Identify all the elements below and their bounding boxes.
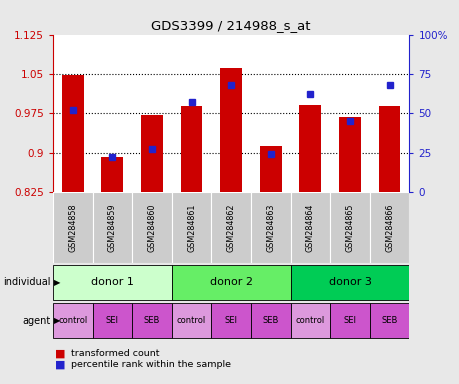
Bar (378, 106, 400, 192)
Text: control: control (177, 316, 206, 325)
Text: donor 3: donor 3 (328, 277, 370, 287)
Bar (101, 157, 123, 192)
Bar (299, 106, 320, 192)
Text: GSM284862: GSM284862 (226, 203, 235, 252)
Bar (251, 303, 290, 338)
Bar (171, 303, 211, 338)
Bar (369, 192, 409, 263)
Title: GDS3399 / 214988_s_at: GDS3399 / 214988_s_at (151, 19, 310, 32)
Bar (53, 303, 92, 338)
Text: GSM284863: GSM284863 (266, 204, 274, 252)
Text: GSM284865: GSM284865 (345, 203, 354, 252)
Bar (290, 265, 409, 300)
Bar (330, 192, 369, 263)
Text: control: control (58, 316, 87, 325)
Bar (53, 192, 92, 263)
Text: SEB: SEB (143, 316, 160, 325)
Bar (369, 303, 409, 338)
Bar (220, 68, 241, 192)
Bar (180, 106, 202, 192)
Text: ▶: ▶ (54, 278, 60, 287)
Text: GSM284858: GSM284858 (68, 203, 77, 252)
Text: SEI: SEI (106, 316, 118, 325)
Text: GSM284864: GSM284864 (305, 204, 314, 252)
Bar (92, 303, 132, 338)
Bar (211, 303, 251, 338)
Bar (290, 303, 330, 338)
Text: donor 2: donor 2 (209, 277, 252, 287)
Bar (132, 303, 171, 338)
Text: SEI: SEI (343, 316, 356, 325)
Bar (251, 192, 290, 263)
Bar (338, 118, 360, 192)
Text: SEI: SEI (224, 316, 237, 325)
Text: individual: individual (3, 277, 50, 287)
Text: GSM284859: GSM284859 (107, 203, 117, 252)
Bar (62, 76, 84, 192)
Text: control: control (295, 316, 325, 325)
Text: agent: agent (22, 316, 50, 326)
Text: transformed count: transformed count (71, 349, 159, 358)
Bar (290, 192, 330, 263)
Bar (141, 115, 162, 192)
Text: ■: ■ (55, 348, 66, 358)
Text: SEB: SEB (381, 316, 397, 325)
Text: GSM284866: GSM284866 (384, 204, 393, 252)
Text: donor 1: donor 1 (91, 277, 134, 287)
Bar (92, 192, 132, 263)
Text: ▶: ▶ (54, 316, 60, 325)
Bar (53, 265, 171, 300)
Bar (259, 146, 281, 192)
Text: SEB: SEB (262, 316, 278, 325)
Text: ■: ■ (55, 360, 66, 370)
Bar (211, 192, 251, 263)
Text: GSM284861: GSM284861 (187, 204, 196, 252)
Text: percentile rank within the sample: percentile rank within the sample (71, 360, 231, 369)
Bar (132, 192, 171, 263)
Bar (171, 192, 211, 263)
Bar (171, 265, 290, 300)
Text: GSM284860: GSM284860 (147, 204, 156, 252)
Bar (330, 303, 369, 338)
